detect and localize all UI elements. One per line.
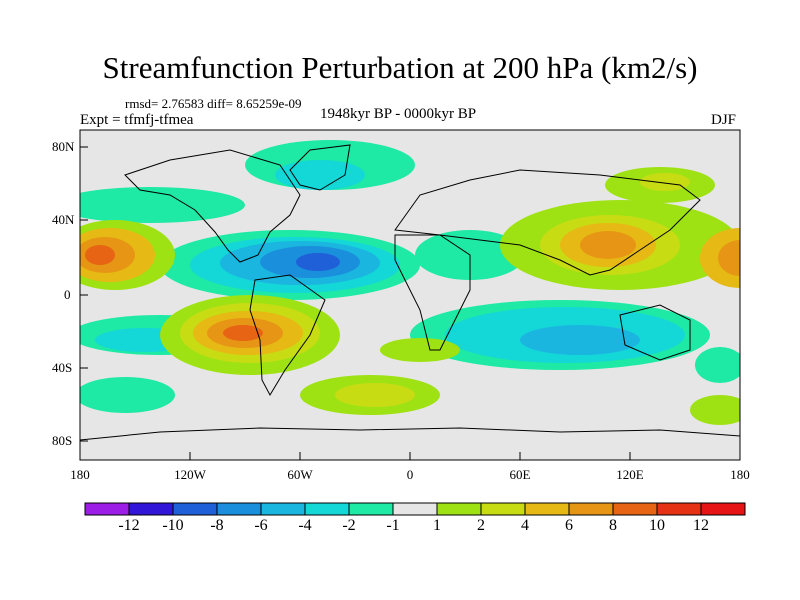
season-label: DJF — [711, 112, 737, 128]
coastline-africa — [394, 234, 471, 351]
coastline-eurasia — [394, 169, 701, 276]
colorbar-swatch — [700, 502, 746, 516]
colorbar-label: -4 — [298, 517, 312, 534]
x-tick-label: 120W — [174, 467, 206, 482]
colorbar-swatch — [304, 502, 350, 516]
x-tick-label: 60W — [287, 467, 313, 482]
colorbar-label: 10 — [649, 517, 665, 534]
coastline-greenland — [289, 144, 351, 191]
anomaly-pos — [640, 173, 690, 191]
colorbar-swatch — [480, 502, 526, 516]
colorbar-swatch — [568, 502, 614, 516]
colorbar-label: 12 — [693, 517, 709, 534]
colorbar-swatch — [216, 502, 262, 516]
colorbar-label: -6 — [254, 517, 268, 534]
colorbar-swatch — [524, 502, 570, 516]
y-tick-label: 80N — [52, 139, 75, 154]
anomaly-neg — [80, 377, 175, 413]
colorbar-swatch — [392, 502, 438, 516]
y-tick-label: 40S — [52, 360, 73, 375]
colorbar-label: 6 — [565, 517, 573, 534]
anomaly-pos — [580, 231, 636, 259]
colorbar-label: 1 — [433, 517, 441, 534]
x-tick-label: 180 — [730, 467, 750, 482]
colorbar-swatch — [612, 502, 658, 516]
anomaly-pos — [690, 395, 740, 425]
anomaly-neg — [275, 160, 365, 190]
colorbar-label: -10 — [162, 517, 184, 534]
period-label: 1948kyr BP - 0000kyr BP — [320, 106, 477, 122]
anomaly-neg — [80, 187, 245, 223]
coastline-australia — [619, 304, 691, 361]
colorbar-label: -8 — [210, 517, 224, 534]
colorbar-swatch — [656, 502, 702, 516]
coastline-antarctica — [80, 427, 740, 441]
experiment-label: Expt = tfmfj-tfmea — [80, 112, 194, 128]
colorbar-swatch — [260, 502, 306, 516]
y-tick-label: 40N — [52, 212, 75, 227]
colorbar-boxes — [84, 502, 746, 516]
colorbar-label: -12 — [118, 517, 140, 534]
colorbar-swatch — [84, 502, 130, 516]
colorbar-label: -2 — [342, 517, 356, 534]
x-tick-label: 120E — [616, 467, 644, 482]
x-tick-label: 0 — [406, 467, 414, 482]
y-tick-label: 80S — [52, 433, 73, 448]
colorbar-swatch — [436, 502, 482, 516]
anomaly-neg — [520, 325, 640, 355]
colorbar-swatch — [172, 502, 218, 516]
x-tick-label: 180 — [70, 467, 90, 482]
colorbar-label: -1 — [386, 517, 400, 534]
anomaly-pos — [380, 338, 460, 362]
x-tick-label: 60E — [509, 467, 531, 482]
y-tick-label: 0 — [64, 287, 71, 302]
colorbar-label: 2 — [477, 517, 485, 534]
anomaly-pos — [85, 245, 115, 265]
colorbar-label: 4 — [521, 517, 529, 534]
coastline-south-america — [249, 274, 326, 397]
colorbar-swatch — [128, 502, 174, 516]
anomaly-neg — [296, 253, 340, 271]
anomaly-neg — [695, 347, 740, 383]
colorbar-label: 8 — [609, 517, 617, 534]
anomaly-pos — [335, 383, 415, 407]
plot-title: Streamfunction Perturbation at 200 hPa (… — [102, 50, 698, 85]
anomaly-pos — [718, 240, 740, 276]
colorbar-swatch — [348, 502, 394, 516]
coastline-north-america — [124, 149, 301, 263]
stats-line: rmsd= 2.76583 diff= 8.65259e-09 — [125, 96, 302, 111]
anomaly-pos — [223, 325, 263, 341]
